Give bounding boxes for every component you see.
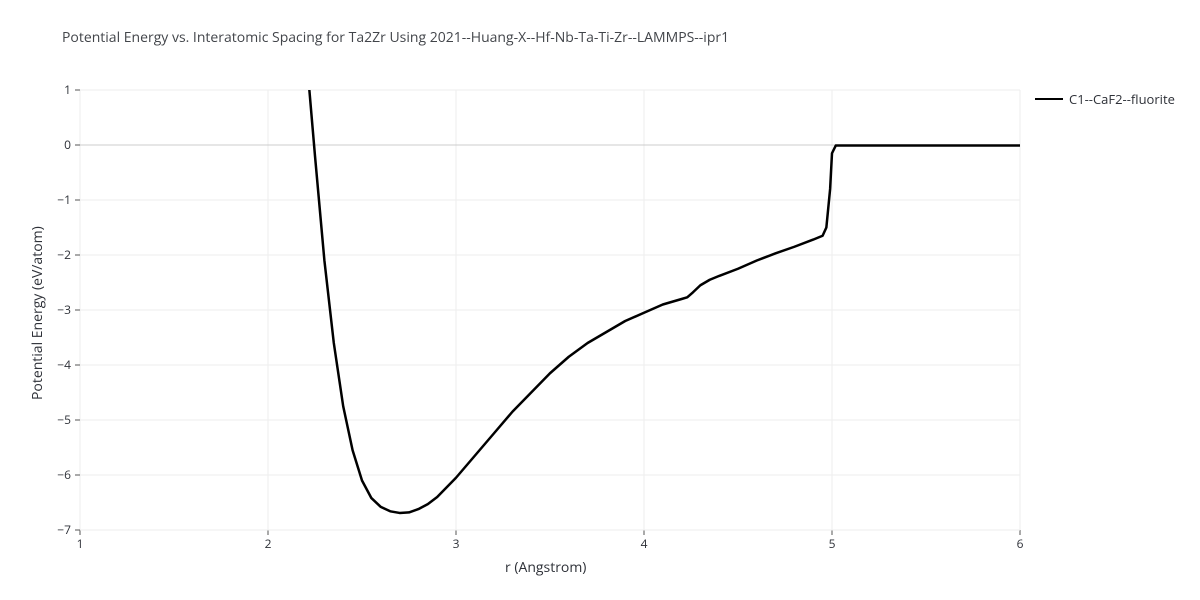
svg-text:1: 1 — [77, 535, 84, 552]
chart-container: Potential Energy vs. Interatomic Spacing… — [0, 0, 1200, 600]
svg-text:1: 1 — [64, 81, 71, 98]
legend-swatch — [1035, 98, 1063, 100]
legend-label: C1--CaF2--fluorite — [1069, 90, 1175, 108]
svg-text:−5: −5 — [57, 411, 71, 428]
svg-text:−6: −6 — [57, 466, 71, 483]
svg-text:5: 5 — [829, 535, 836, 552]
svg-text:−3: −3 — [57, 301, 71, 318]
svg-text:−1: −1 — [57, 191, 71, 208]
svg-text:3: 3 — [453, 535, 460, 552]
svg-text:−7: −7 — [57, 521, 71, 538]
svg-text:−4: −4 — [57, 356, 71, 373]
plot-svg: 1 2 3 4 5 6 −7 −6 −5 −4 −3 −2 −1 0 1 — [0, 0, 1200, 600]
svg-text:6: 6 — [1017, 535, 1024, 552]
svg-text:−2: −2 — [57, 246, 71, 263]
svg-text:4: 4 — [641, 535, 648, 552]
series-line — [309, 90, 1020, 513]
svg-text:2: 2 — [265, 535, 272, 552]
svg-text:0: 0 — [64, 136, 71, 153]
legend[interactable]: C1--CaF2--fluorite — [1035, 90, 1175, 108]
